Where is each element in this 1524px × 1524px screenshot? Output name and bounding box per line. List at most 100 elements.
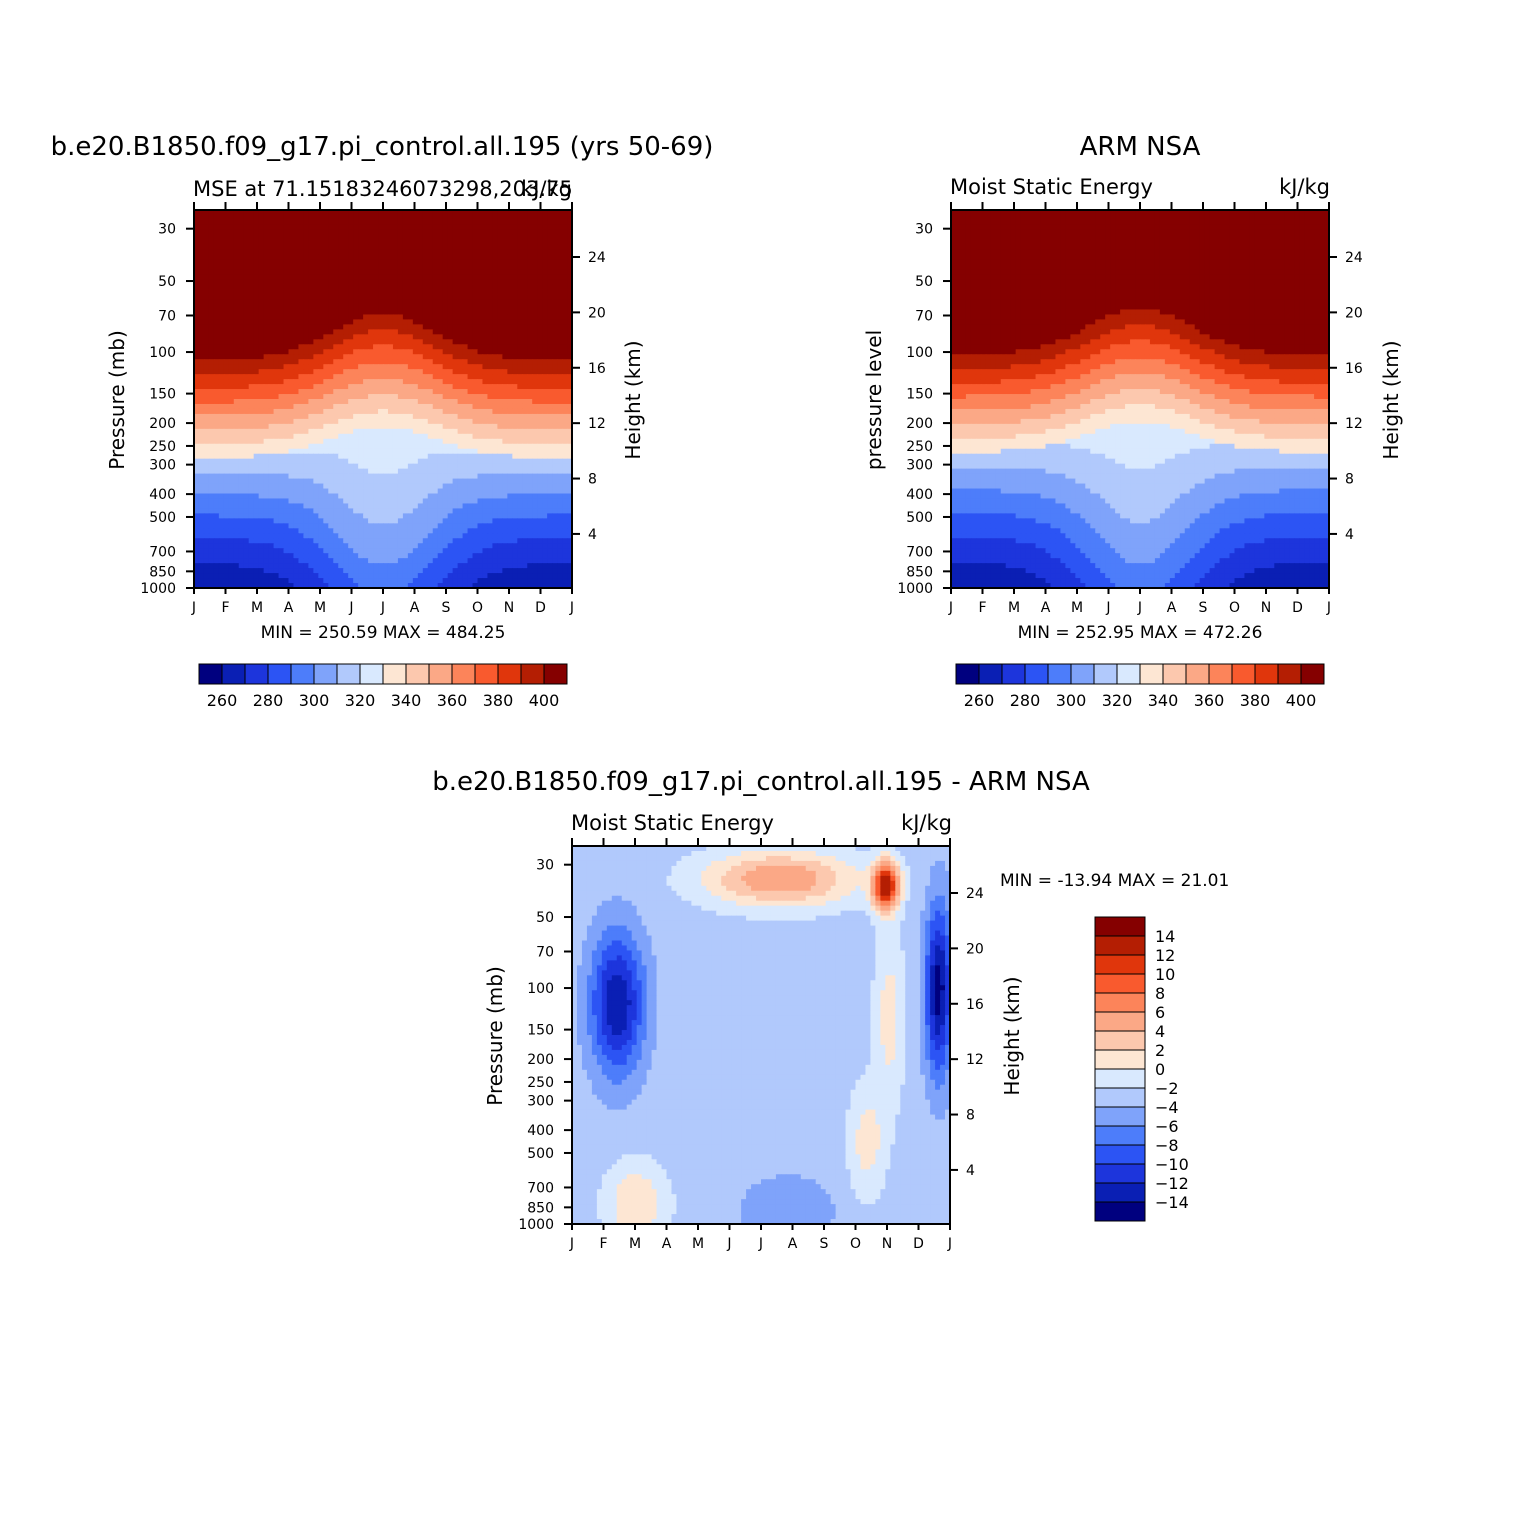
field-cell [243,269,250,276]
field-cell [218,364,225,370]
field-cell [487,403,494,410]
field-cell [497,478,503,485]
field-cell [457,364,464,370]
field-cell [467,319,474,325]
field-cell [373,224,379,231]
field-cell [437,428,444,435]
field-cell [487,458,494,465]
field-cell [203,344,210,350]
field-cell [422,309,429,316]
field-cell [298,384,305,390]
field-cell [527,513,533,519]
field-cell [203,279,210,286]
field-cell [208,274,215,281]
field-cell [198,239,205,246]
field-cell [223,309,230,316]
field-cell [392,359,399,365]
field-cell [213,289,220,296]
field-cell [308,284,314,291]
field-cell [482,518,489,524]
field-cell [442,319,449,325]
field-cell [278,418,285,425]
field-cell [194,463,200,470]
field-cell [527,364,533,370]
field-cell [532,334,538,340]
field-cell [527,374,533,380]
field-cell [417,389,424,395]
field-cell [278,468,285,475]
field-cell [318,523,324,529]
field-cell [248,339,255,345]
field-cell [422,418,429,425]
field-cell [447,279,454,286]
field-cell [417,304,424,311]
field-cell [358,344,364,350]
field-cell [333,513,339,519]
field-cell [432,324,439,330]
field-cell [447,433,454,440]
field-cell [552,314,558,321]
field-cell [258,379,265,385]
field-cell [457,354,464,360]
field-cell [268,349,275,355]
field-cell [358,488,364,495]
field-cell [387,518,394,524]
field-cell [248,463,255,470]
field-cell [313,274,319,281]
field-cell [492,339,498,345]
field-cell [422,468,429,475]
field-cell [457,418,464,425]
field-cell [472,473,479,480]
field-cell [303,234,309,241]
field-cell [417,279,424,286]
field-cell [378,399,384,405]
field-cell [348,334,354,340]
field-cell [203,309,210,316]
field-cell [527,344,533,350]
field-cell [248,244,255,251]
field-cell [467,379,474,385]
field-cell [527,294,533,301]
field-cell [397,359,404,365]
field-cell [497,488,503,495]
field-cell [512,294,518,301]
field-cell [547,334,553,340]
field-cell [333,369,339,375]
field-cell [502,423,508,430]
field-cell [278,294,285,301]
field-cell [343,423,349,430]
field-cell [228,229,235,236]
field-cell [233,448,240,455]
field-cell [387,394,394,400]
field-cell [298,309,305,316]
field-cell [517,458,523,465]
field-cell [567,369,573,375]
field-cell [437,294,444,301]
field-cell [477,389,484,395]
field-cell [253,229,260,236]
field-cell [313,334,319,340]
field-cell [278,249,285,256]
field-cell [462,304,469,311]
field-cell [452,319,459,325]
field-cell [422,249,429,256]
field-cell [368,329,374,335]
field-cell [432,508,439,514]
field-cell [273,518,280,524]
field-cell [328,508,334,514]
field-cell [194,399,200,405]
field-cell [422,523,429,529]
field-cell [194,344,200,350]
field-cell [218,458,225,465]
field-cell [392,384,399,390]
field-cell [303,513,309,519]
field-cell [283,249,290,256]
field-cell [562,408,568,415]
field-cell [537,344,543,350]
field-cell [353,279,359,286]
field-cell [567,254,573,261]
field-cell [542,239,548,246]
field-cell [213,374,220,380]
field-cell [427,533,434,539]
field-cell [243,463,250,470]
